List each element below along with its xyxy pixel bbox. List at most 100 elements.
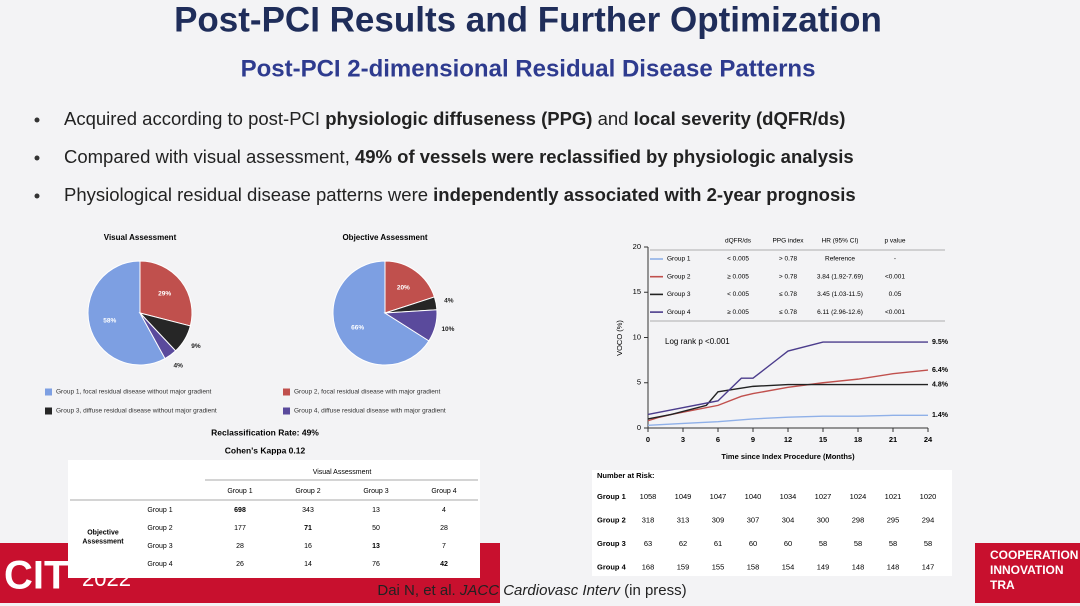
citation-part: (in press) [620,582,687,599]
legend-cell: < 0.005 [727,291,749,298]
risk-bg [592,470,952,576]
risk-cell: 300 [817,515,830,524]
pie-label: 66% [351,325,364,332]
table-cell: 71 [304,525,312,532]
table-cell: 50 [372,525,380,532]
bullet-dot [34,193,40,199]
annotation: Log rank p <0.001 [665,337,730,346]
logo: CIT [4,554,68,598]
legend-cell: ≥ 0.005 [727,309,749,316]
legend-cell: - [894,256,896,263]
risk-cell: 1058 [640,492,657,501]
risk-cell: 1020 [920,492,937,501]
risk-cell: 1049 [675,492,692,501]
row-header-line: Objective [87,529,119,536]
bullet: Acquired according to post-PCI physiolog… [64,108,845,129]
risk-cell: 147 [922,562,935,571]
bullet-segment: Compared with visual assessment, [64,146,355,167]
legend-cell: 3.84 (1.92-7.69) [817,273,863,280]
table-col: Group 2 [295,488,320,495]
risk-cell: 309 [712,515,725,524]
legend-cell: < 0.005 [727,256,749,263]
bullet: Physiological residual disease patterns … [64,184,856,205]
risk-cell: 168 [642,562,655,571]
risk-row-name: Group 2 [597,515,626,524]
table-cell: 13 [372,543,380,550]
kappa: Cohen's Kappa 0.12 [225,445,306,455]
pie-label: 58% [103,317,116,324]
pie-label: 10% [441,326,454,333]
risk-cell: 318 [642,515,655,524]
legend-cell: <0.001 [885,309,905,316]
end-label: 4.8% [932,381,949,388]
legend-cell: <0.001 [885,273,905,280]
risk-cell: 294 [922,515,935,524]
pie-title: Visual Assessment [104,233,177,242]
x-tick-label: 15 [819,435,827,444]
legend-swatch [283,407,290,415]
end-label: 9.5% [932,339,949,346]
x-tick-label: 3 [681,435,685,444]
table-row-name: Group 3 [147,543,172,550]
x-tick-label: 6 [716,435,720,444]
risk-cell: 1024 [850,492,867,501]
brand-word: INNOVATION [990,563,1064,577]
table-col: Group 4 [431,488,456,495]
risk-cell: 58 [819,539,827,548]
risk-cell: 1047 [710,492,727,501]
brand-word: COOPERATION [990,548,1078,562]
bullet-segment: Acquired according to post-PCI [64,108,325,129]
risk-cell: 154 [782,562,795,571]
table-cell: 16 [304,543,312,550]
risk-cell: 158 [747,562,760,571]
legend-swatch [45,407,52,415]
table-cell: 28 [440,525,448,532]
citation-part: JACC Cardiovasc Interv [459,582,622,599]
table-cell: 7 [442,543,446,550]
pie-slice [384,260,436,314]
subtitle: Post-PCI 2-dimensional Residual Disease … [241,55,816,82]
bullet-segment: physiologic diffuseness (PPG) [325,108,592,129]
risk-cell: 1021 [885,492,902,501]
bullet-dot [34,155,40,161]
end-label: 6.4% [932,367,949,374]
risk-cell: 58 [854,539,862,548]
legend-col: dQFR/ds [725,238,752,245]
title: Post-PCI Results and Further Optimizatio… [174,0,882,39]
risk-row-name: Group 4 [597,562,627,571]
risk-cell: 1040 [745,492,762,501]
table-col: Group 1 [227,488,252,495]
risk-cell: 304 [782,515,795,524]
pie-slice [383,309,438,342]
legend-cell: 3.45 (1.03-11.5) [817,291,863,298]
risk-cell: 307 [747,515,760,524]
pie-slice [332,260,430,366]
legend-cell: 0.05 [889,291,902,298]
bullet-segment: 49% of vessels were reclassified by phys… [355,146,854,167]
table-col: Group 3 [363,488,388,495]
legend-cell: 6.11 (2.96-12.6) [817,309,863,316]
table-col-header: Visual Assessment [313,469,372,476]
risk-cell: 61 [714,539,722,548]
row-header-line: Assessment [82,538,124,545]
brand-word: TRA [990,578,1015,592]
x-tick-label: 18 [854,435,862,444]
pie-slice [139,312,177,360]
risk-cell: 63 [644,539,652,548]
legend-name: Group 4 [667,309,691,316]
legend-cell: ≤ 0.78 [779,309,797,316]
km-curve [647,414,928,426]
pie-slice [139,260,193,327]
km-curve [647,369,929,422]
risk-cell: 155 [712,562,725,571]
legend-label: Group 2, focal residual disease with maj… [294,389,441,396]
risk-cell: 295 [887,515,900,524]
legend-name: Group 1 [667,256,691,263]
risk-cell: 148 [887,562,900,571]
pie-label: 4% [174,362,184,369]
pie-label: 9% [191,343,201,350]
risk-cell: 60 [784,539,792,548]
bullet-segment: and [592,108,633,129]
